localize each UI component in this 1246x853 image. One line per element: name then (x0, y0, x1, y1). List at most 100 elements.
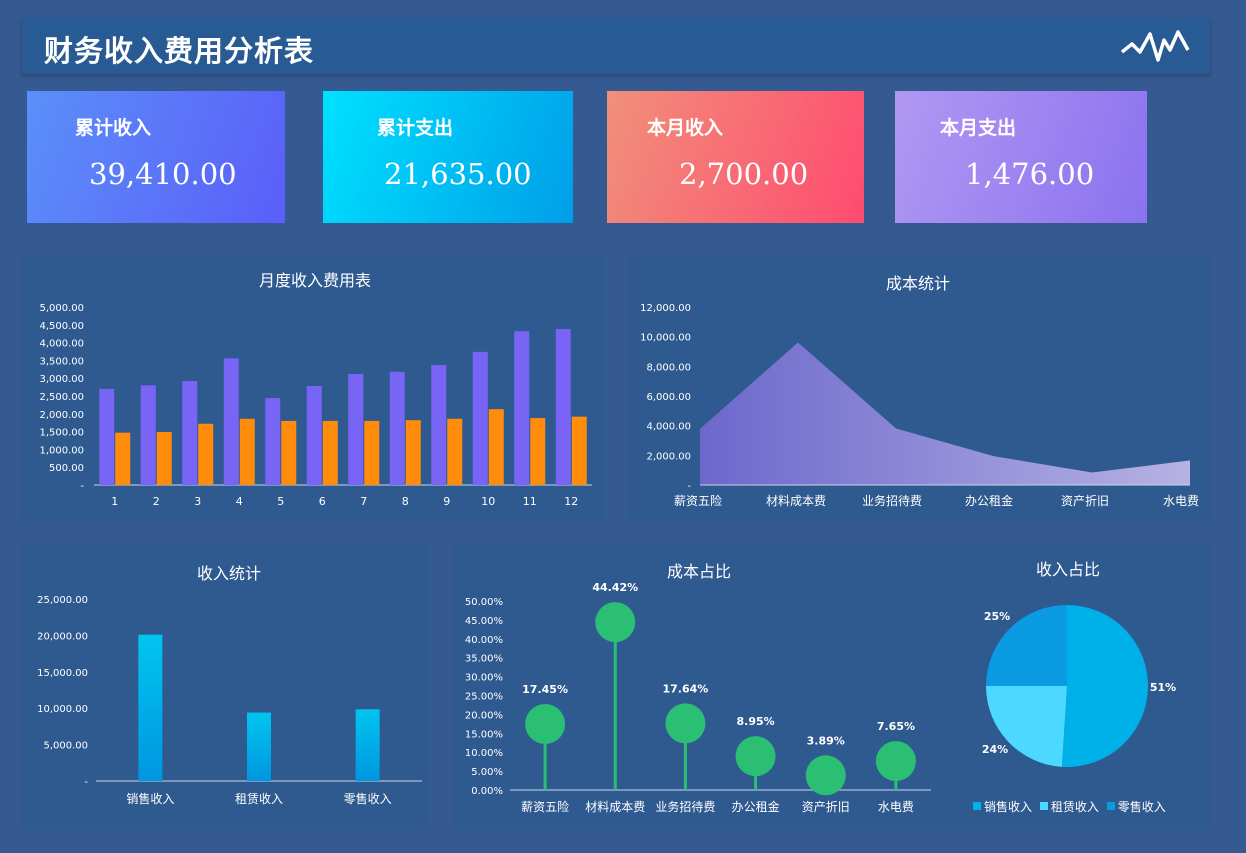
x-tick-label: 资产折旧 (802, 799, 850, 814)
bar (223, 358, 239, 485)
bar (447, 418, 463, 485)
x-tick-label: 7 (360, 495, 367, 508)
kpi-card-month-expense: 本月支出 1,476.00 (895, 91, 1147, 223)
y-tick-label: 20,000.00 (37, 631, 88, 642)
cost-chart-panel: 成本统计 - 2,000.00 4,000.00 6,000.00 8,000.00 10… (628, 254, 1210, 520)
bar (355, 709, 380, 781)
data-label: 25% (984, 610, 1010, 623)
x-tick-label: 薪资五险 (674, 493, 722, 508)
lollipop-dot (875, 741, 916, 782)
x-tick-label: 销售收入 (126, 791, 174, 806)
chart-title: 成本统计 (886, 274, 951, 293)
y-tick-label: 40.00% (465, 635, 503, 646)
legend-label: 零售收入 (1117, 800, 1166, 814)
x-tick-label: 3 (194, 495, 201, 508)
y-tick-label: 4,500.00 (39, 321, 84, 332)
lollipop-dot (525, 704, 566, 745)
bar (156, 431, 172, 485)
x-tick-label: 1 (111, 495, 118, 508)
bar (239, 418, 255, 485)
bar (265, 398, 281, 485)
kpi-value: 1,476.00 (965, 157, 1095, 191)
kpi-card-total-expense: 累计支出 21,635.00 (323, 91, 573, 223)
kpi-label: 累计支出 (377, 117, 454, 139)
bar (281, 420, 297, 485)
x-tick-label: 9 (443, 495, 450, 508)
pie-slice (1061, 605, 1148, 767)
data-label: 8.95% (736, 715, 774, 728)
pie-legend: 销售收入 租赁收入 零售收入 (973, 798, 1166, 815)
y-tick-label: 0.00% (471, 786, 503, 797)
x-tick-label: 办公租金 (965, 493, 1013, 508)
x-tick-label: 零售收入 (344, 791, 392, 806)
y-tick-label: 25.00% (465, 692, 503, 703)
y-tick-label: 4,000.00 (39, 339, 84, 350)
y-tick-label: 3,500.00 (39, 356, 84, 367)
x-tick-label: 材料成本费 (766, 494, 826, 508)
bar (364, 420, 380, 485)
bar (514, 331, 530, 485)
x-tick-label: 4 (236, 495, 243, 508)
legend-swatch (1106, 802, 1115, 810)
y-tick-label: 15.00% (465, 729, 503, 740)
x-tick-label: 水电费 (878, 800, 914, 814)
lollipop-dot (595, 602, 636, 643)
x-tick-label: 业务招待费 (655, 799, 715, 814)
y-tick-label: 6,000.00 (646, 392, 691, 403)
data-label: 24% (982, 743, 1008, 756)
x-tick-label: 材料成本费 (585, 800, 645, 814)
y-tick-label: 10,000.00 (640, 333, 691, 344)
bar (182, 381, 198, 485)
kpi-card-month-income: 本月收入 2,700.00 (607, 91, 864, 223)
monthly-chart-panel: 月度收入费用表 - 500.00 1,000.00 1,500.00 2,000.00 2… (22, 254, 606, 520)
y-tick-label: 15,000.00 (37, 668, 88, 679)
data-label: 3.89% (807, 734, 845, 747)
y-tick-label: 5,000.00 (39, 303, 84, 314)
y-tick-label: 1,500.00 (39, 428, 84, 439)
income-chart-panel: 收入统计 - 5,000.00 10,000.00 15,000.00 20,000.0… (22, 542, 430, 830)
data-label: 17.45% (522, 683, 568, 696)
legend-label: 销售收入 (984, 800, 1033, 814)
y-tick-label: - (687, 481, 691, 492)
x-tick-label: 12 (564, 495, 578, 508)
bar (115, 432, 131, 485)
bar (389, 371, 405, 485)
area-series (700, 342, 1190, 485)
x-tick-label: 2 (153, 495, 160, 508)
bar (571, 416, 587, 485)
lollipop-dot (805, 755, 846, 796)
legend-swatch (1039, 802, 1048, 810)
kpi-value: 21,635.00 (384, 157, 532, 191)
kpi-label: 累计收入 (75, 117, 152, 139)
legend-label: 租赁收入 (1050, 800, 1099, 814)
y-tick-label: 25,000.00 (37, 595, 88, 606)
data-label: 51% (1150, 681, 1176, 694)
y-tick-label: 35.00% (465, 654, 503, 665)
data-label: 44.42% (592, 581, 638, 594)
bar (99, 388, 115, 485)
y-tick-label: 50.00% (465, 597, 503, 608)
y-tick-label: 2,000.00 (39, 410, 84, 421)
bar (247, 712, 271, 781)
y-tick-label: 30.00% (465, 673, 503, 684)
x-tick-label: 10 (481, 495, 495, 508)
bar (306, 386, 322, 485)
x-tick-label: 6 (319, 495, 326, 508)
cost-share-chart: 0.00% 5.00% 10.00% 15.00% 20.00% 25.00% 30.00%… (465, 581, 1176, 814)
chart-title: 收入统计 (197, 564, 262, 583)
share-chart-panel: 成本占比 收入占比 0.00% 5.00% 10.00% 15.00% 20.00% 25… (454, 542, 1210, 830)
chart-title: 收入占比 (1036, 560, 1101, 579)
pie-slice (986, 605, 1067, 686)
y-tick-label: 20.00% (465, 710, 503, 721)
y-tick-label: 10.00% (465, 748, 503, 759)
page-title: 财务收入费用分析表 (44, 34, 315, 68)
bar (431, 365, 447, 485)
y-tick-label: 10,000.00 (37, 704, 88, 715)
data-label: 17.64% (663, 682, 709, 695)
x-tick-label: 11 (523, 495, 537, 508)
y-tick-label: 2,000.00 (646, 451, 691, 462)
bar (322, 420, 338, 485)
x-tick-label: 资产折旧 (1061, 493, 1109, 508)
x-tick-label: 办公租金 (732, 799, 780, 814)
lollipop-dot (735, 736, 776, 777)
